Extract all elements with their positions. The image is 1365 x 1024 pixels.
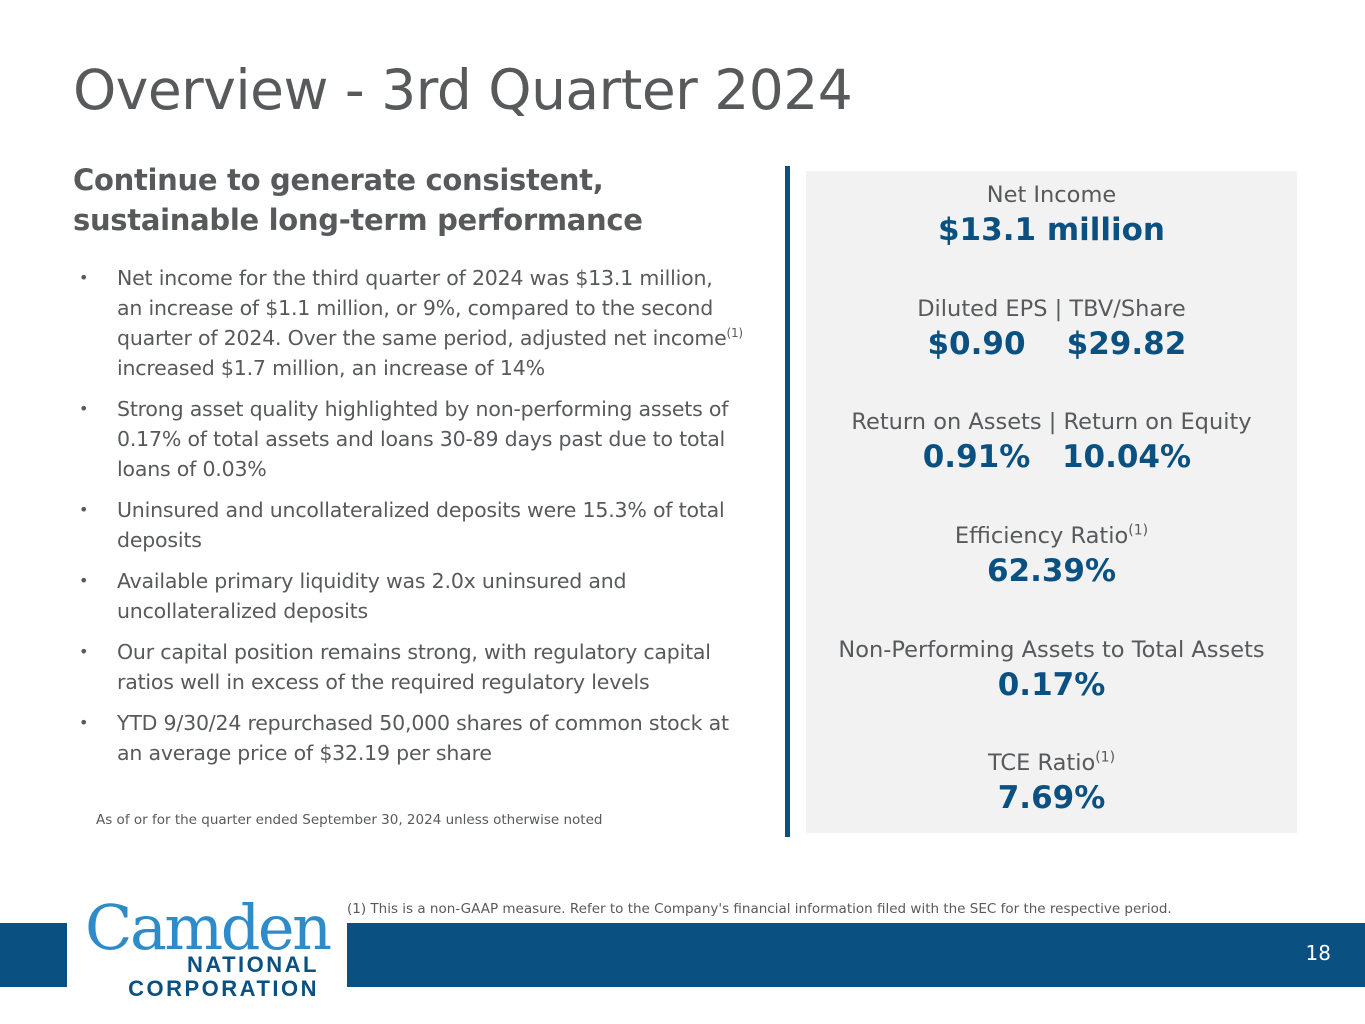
bullet-icon: • bbox=[79, 399, 89, 418]
company-logo: Camden NATIONAL CORPORATION bbox=[67, 893, 347, 1013]
metric-value-eps: $0.90 bbox=[927, 326, 1026, 362]
metric-npa: Non-Performing Assets to Total Assets 0.… bbox=[806, 635, 1297, 705]
list-item: • Uninsured and uncollateralized deposits… bbox=[79, 495, 744, 555]
footer-bar-left bbox=[0, 923, 67, 987]
vertical-divider bbox=[785, 166, 790, 837]
metric-label: Return on Assets | Return on Equity bbox=[851, 409, 1252, 435]
metric-value: $13.1 million bbox=[937, 212, 1166, 248]
metric-value-roa: 0.91% bbox=[922, 439, 1031, 475]
list-item: • YTD 9/30/24 repurchased 50,000 shares o… bbox=[79, 708, 744, 768]
list-item: • Our capital position remains strong, wi… bbox=[79, 637, 744, 697]
list-item: • Net income for the third quarter of 202… bbox=[79, 263, 744, 383]
metric-label: Efficiency Ratio bbox=[954, 523, 1129, 549]
logo-line-corporation: CORPORATION bbox=[128, 976, 319, 1001]
footnote-marker: (1) bbox=[1128, 522, 1149, 539]
footnote-marker: (1) bbox=[1095, 749, 1116, 766]
footer-bar bbox=[347, 923, 1365, 987]
as-of-note: As of or for the quarter ended September… bbox=[96, 812, 603, 828]
bullet-icon: • bbox=[79, 642, 89, 661]
page-number: 18 bbox=[1305, 941, 1331, 965]
bullet-icon: • bbox=[79, 713, 89, 732]
section-subtitle: Continue to generate consistent, sustain… bbox=[73, 163, 643, 237]
highlights-list: • Net income for the third quarter of 202… bbox=[79, 263, 744, 779]
metric-label: TCE Ratio bbox=[987, 750, 1096, 776]
list-item: • Available primary liquidity was 2.0x un… bbox=[79, 566, 744, 626]
footnote: (1) This is a non-GAAP measure. Refer to… bbox=[347, 901, 1172, 917]
metric-label: Non-Performing Assets to Total Assets bbox=[838, 637, 1265, 663]
metric-label: Net Income bbox=[986, 182, 1117, 208]
list-item: • Strong asset quality highlighted by non… bbox=[79, 394, 744, 484]
metric-value: 7.69% bbox=[997, 780, 1106, 816]
metric-value-tbv: $29.82 bbox=[1066, 326, 1187, 362]
logo-line-national: NATIONAL bbox=[186, 952, 319, 977]
metric-efficiency-ratio: Efficiency Ratio(1) 62.39% bbox=[806, 521, 1297, 591]
metric-eps-tbv: Diluted EPS | TBV/Share $0.90 $29.82 bbox=[806, 294, 1297, 364]
metrics-panel: Net Income $13.1 million Diluted EPS | T… bbox=[806, 171, 1297, 833]
metric-label: Diluted EPS | TBV/Share bbox=[917, 296, 1186, 322]
bullet-icon: • bbox=[79, 571, 89, 590]
metric-value-roe: 10.04% bbox=[1061, 439, 1192, 475]
metric-tce-ratio: TCE Ratio(1) 7.69% bbox=[806, 748, 1297, 818]
metric-value: 62.39% bbox=[986, 553, 1117, 589]
bullet-icon: • bbox=[79, 500, 89, 519]
metric-roa-roe: Return on Assets | Return on Equity 0.91… bbox=[806, 407, 1297, 477]
metric-net-income: Net Income $13.1 million bbox=[806, 180, 1297, 250]
metric-value: 0.17% bbox=[997, 667, 1106, 703]
page-title: Overview - 3rd Quarter 2024 bbox=[73, 58, 853, 122]
logo-wordmark: Camden bbox=[85, 891, 332, 964]
bullet-icon: • bbox=[79, 268, 89, 287]
